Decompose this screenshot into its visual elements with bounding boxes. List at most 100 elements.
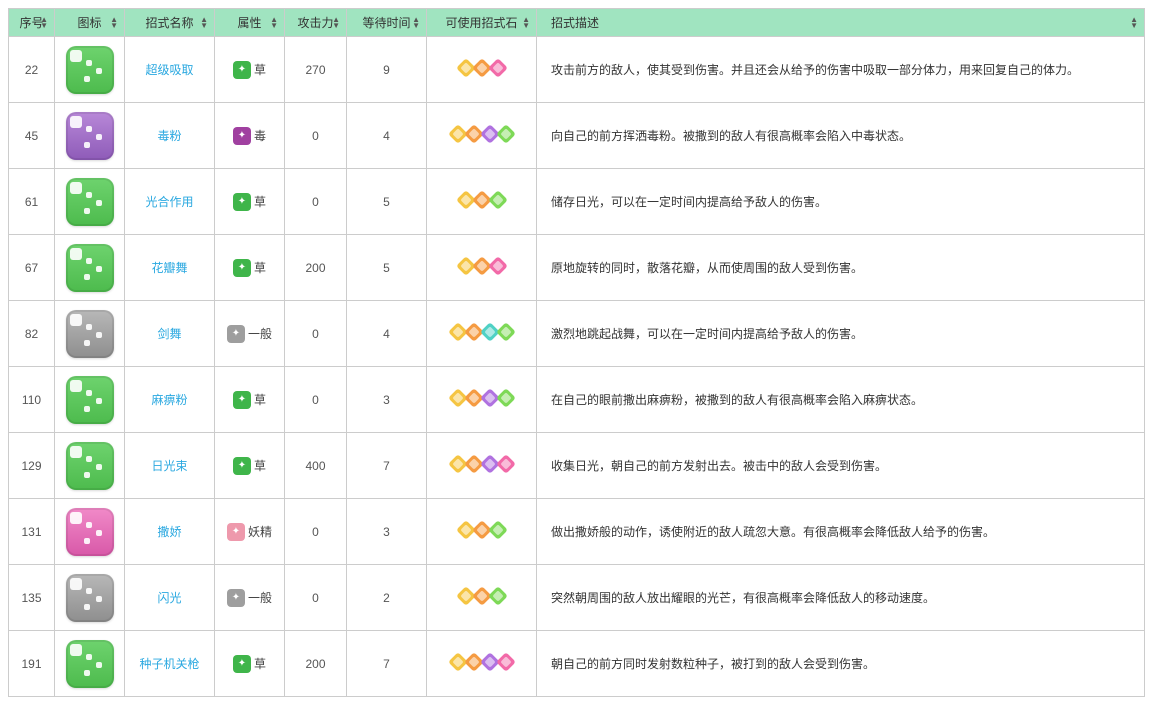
cell-desc: 向自己的前方挥洒毒粉。被撒到的敌人有很高概率会陷入中毒状态。 [537,103,1145,169]
cell-atk: 200 [285,631,347,697]
column-header-name[interactable]: 招式名称▲▼ [125,9,215,37]
stone-icon [496,388,516,408]
cell-id: 191 [9,631,55,697]
column-label: 等待时间 [362,16,410,30]
sort-icon: ▲▼ [412,17,420,29]
stone-icon [488,586,508,606]
cell-name: 毒粉 [125,103,215,169]
move-icon [66,310,114,358]
move-name-link[interactable]: 日光束 [151,459,187,473]
cell-wait: 3 [347,499,427,565]
attr-label: 草 [254,193,266,210]
move-name-link[interactable]: 闪光 [157,591,181,605]
stone-icon [496,124,516,144]
stone-icon [488,190,508,210]
stone-icon [496,454,516,474]
cell-wait: 5 [347,169,427,235]
cell-stones [427,301,537,367]
table-row: 135闪光✦一般02突然朝周围的敌人放出耀眼的光芒，有很高概率会降低敌人的移动速… [9,565,1145,631]
cell-desc: 攻击前方的敌人，使其受到伤害。并且还会从给予的伤害中吸取一部分体力，用来回复自己… [537,37,1145,103]
cell-attr: ✦妖精 [215,499,285,565]
table-body: 22超级吸取✦草2709攻击前方的敌人，使其受到伤害。并且还会从给予的伤害中吸取… [9,37,1145,697]
attr-label: 草 [254,61,266,78]
cell-atk: 0 [285,367,347,433]
column-header-id[interactable]: 序号▲▼ [9,9,55,37]
move-icon [66,178,114,226]
cell-name: 种子机关枪 [125,631,215,697]
attr-badge-icon: ✦ [233,391,251,409]
sort-icon: ▲▼ [270,17,278,29]
column-header-wait[interactable]: 等待时间▲▼ [347,9,427,37]
cell-wait: 3 [347,367,427,433]
cell-desc: 储存日光，可以在一定时间内提高给予敌人的伤害。 [537,169,1145,235]
cell-icon [55,367,125,433]
cell-id: 67 [9,235,55,301]
cell-desc: 收集日光，朝自己的前方发射出去。被击中的敌人会受到伤害。 [537,433,1145,499]
cell-attr: ✦一般 [215,301,285,367]
attr-label: 一般 [248,325,272,342]
cell-attr: ✦草 [215,631,285,697]
column-header-atk[interactable]: 攻击力▲▼ [285,9,347,37]
table-row: 82剑舞✦一般04激烈地跳起战舞，可以在一定时间内提高给予敌人的伤害。 [9,301,1145,367]
attr-label: 草 [254,655,266,672]
cell-name: 闪光 [125,565,215,631]
cell-atk: 0 [285,169,347,235]
cell-atk: 200 [285,235,347,301]
column-header-icon[interactable]: 图标▲▼ [55,9,125,37]
cell-name: 光合作用 [125,169,215,235]
cell-icon [55,37,125,103]
cell-stones [427,235,537,301]
move-name-link[interactable]: 剑舞 [157,327,181,341]
cell-icon [55,169,125,235]
attr-badge-icon: ✦ [233,127,251,145]
sort-icon: ▲▼ [332,17,340,29]
cell-atk: 400 [285,433,347,499]
sort-icon: ▲▼ [1130,17,1138,29]
cell-desc: 激烈地跳起战舞，可以在一定时间内提高给予敌人的伤害。 [537,301,1145,367]
moves-table: 序号▲▼图标▲▼招式名称▲▼属性▲▼攻击力▲▼等待时间▲▼可使用招式石▲▼招式描… [8,8,1145,697]
attr-label: 草 [254,391,266,408]
cell-wait: 2 [347,565,427,631]
attr-badge-icon: ✦ [233,655,251,673]
table-row: 22超级吸取✦草2709攻击前方的敌人，使其受到伤害。并且还会从给予的伤害中吸取… [9,37,1145,103]
column-header-desc[interactable]: 招式描述 ▲▼ [537,9,1145,37]
move-icon [66,508,114,556]
cell-atk: 0 [285,301,347,367]
column-label: 招式名称 [145,16,193,30]
cell-stones [427,367,537,433]
cell-icon [55,235,125,301]
attr-label: 一般 [248,589,272,606]
cell-stones [427,433,537,499]
sort-icon: ▲▼ [110,17,118,29]
move-name-link[interactable]: 光合作用 [145,195,193,209]
move-name-link[interactable]: 超级吸取 [145,63,193,77]
move-icon [66,46,114,94]
attr-badge-icon: ✦ [233,193,251,211]
move-icon [66,574,114,622]
move-name-link[interactable]: 种子机关枪 [139,657,199,671]
table-row: 45毒粉✦毒04向自己的前方挥洒毒粉。被撒到的敌人有很高概率会陷入中毒状态。 [9,103,1145,169]
attr-label: 草 [254,259,266,276]
move-icon [66,112,114,160]
cell-stones [427,565,537,631]
cell-id: 131 [9,499,55,565]
cell-id: 135 [9,565,55,631]
table-row: 110麻痹粉✦草03在自己的眼前撒出麻痹粉，被撒到的敌人有很高概率会陷入麻痹状态… [9,367,1145,433]
column-label: 招式描述 [551,16,599,30]
cell-name: 撒娇 [125,499,215,565]
move-name-link[interactable]: 毒粉 [157,129,181,143]
cell-wait: 4 [347,103,427,169]
attr-badge-icon: ✦ [233,259,251,277]
move-name-link[interactable]: 花瓣舞 [151,261,187,275]
move-name-link[interactable]: 撒娇 [157,525,181,539]
cell-attr: ✦草 [215,169,285,235]
attr-badge-icon: ✦ [233,61,251,79]
attr-badge-icon: ✦ [233,457,251,475]
cell-wait: 9 [347,37,427,103]
column-header-attr[interactable]: 属性▲▼ [215,9,285,37]
cell-name: 麻痹粉 [125,367,215,433]
move-name-link[interactable]: 麻痹粉 [151,393,187,407]
cell-id: 129 [9,433,55,499]
column-label: 可使用招式石 [445,16,517,30]
column-header-stone[interactable]: 可使用招式石▲▼ [427,9,537,37]
